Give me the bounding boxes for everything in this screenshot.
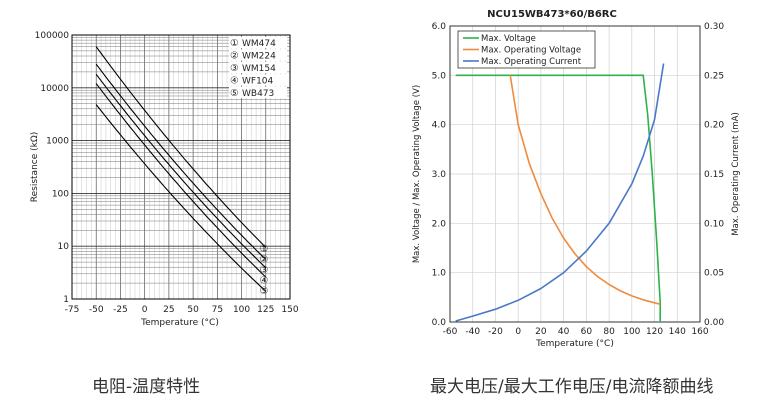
left-legend-marker: ④ <box>230 76 239 87</box>
left-y-axis-label: Resistance (kΩ) <box>30 132 40 202</box>
caption-resistance-temperature: 电阻-温度特性 <box>92 377 201 397</box>
left-legend-bg <box>229 87 287 98</box>
right-x-tick-label: 100 <box>623 327 640 337</box>
left-curve-end-marker: ① <box>260 244 269 255</box>
right-plot-frame <box>449 25 701 323</box>
left-legend-bg <box>229 49 287 61</box>
right-y2-tick-label: 0.20 <box>704 121 724 131</box>
right-x-tick-label: 40 <box>558 327 570 337</box>
right-x-tick-label: 0 <box>515 327 521 337</box>
right-x-tick-label: -40 <box>465 327 480 337</box>
left-x-tick-label: -50 <box>89 305 104 315</box>
right-tick-labels: -60 -40 -20 0 20 40 60 80 100 120 140 160 0.0 1.0 2.0 3… <box>432 22 725 337</box>
right-legend-box <box>457 30 596 69</box>
left-curve-end-marker: ③ <box>260 265 269 276</box>
right-x-axis-label: Temperature (°C) <box>535 339 614 349</box>
right-y2-axis-label: Max. Operating Current (mA) <box>731 112 741 236</box>
left-x-tick-label: 125 <box>257 305 274 315</box>
right-y2-tick-label: 0.15 <box>704 170 724 180</box>
left-grid <box>71 35 291 300</box>
left-x-tick-label: 50 <box>187 305 199 315</box>
right-y-tick-label: 1.0 <box>432 269 447 279</box>
left-x-tick-label: 0 <box>142 305 148 315</box>
right-x-tick-label: -20 <box>488 327 503 337</box>
right-x-tick-label: -60 <box>443 327 458 337</box>
right-series-line-max-operating-voltage <box>509 75 661 305</box>
left-x-tick-label: 75 <box>212 305 223 315</box>
right-x-tick-label: 80 <box>603 327 615 337</box>
right-y2-tick-label: 0.00 <box>704 318 724 328</box>
left-x-tick-label: -75 <box>65 305 80 315</box>
left-tick-labels: -75 -50 -25 0 25 50 75 100 125 150 100000 10000 1000… <box>35 31 299 315</box>
left-legend-bg <box>229 74 287 86</box>
right-y-tick-label: 2.0 <box>432 219 447 229</box>
right-y-tick-label: 0.0 <box>432 318 447 328</box>
left-x-tick-label: -25 <box>113 305 128 315</box>
right-x-tick-label: 160 <box>691 327 708 337</box>
left-legend-label: WM224 <box>242 52 276 62</box>
left-legend-bg <box>229 62 287 73</box>
left-curve-end-marker: ④ <box>260 276 269 287</box>
left-x-tick-label: 150 <box>281 305 298 315</box>
left-series <box>95 46 267 292</box>
left-y-tick-label: 10000 <box>40 84 69 94</box>
right-y2-tick-label: 0.10 <box>704 219 724 229</box>
left-x-tick-label: 100 <box>233 305 250 315</box>
right-y2-tick-label: 0.05 <box>704 269 724 279</box>
left-legend-marker: ① <box>230 38 239 49</box>
right-y-tick-label: 4.0 <box>432 121 447 131</box>
right-x-tick-label: 60 <box>581 327 593 337</box>
right-y-tick-label: 3.0 <box>432 170 447 180</box>
left-plot-frame <box>71 34 291 300</box>
left-curve-end-marker: ② <box>260 255 269 266</box>
left-legend-bg <box>229 37 287 48</box>
left-curve-end-marker: ⑤ <box>260 286 269 297</box>
right-x-tick-label: 20 <box>535 327 547 337</box>
right-chart-title: NCU15WB473*60/B6RC <box>487 9 617 20</box>
right-x-tick-label: 120 <box>646 327 663 337</box>
left-series-line-wf104 <box>95 83 267 278</box>
right-y2-tick-label: 0.30 <box>704 22 724 32</box>
left-legend-marker: ③ <box>230 63 239 74</box>
right-y-tick-label: 5.0 <box>432 71 447 81</box>
right-y-tick-label: 6.0 <box>432 22 447 32</box>
left-legend-label: WF104 <box>242 77 274 87</box>
left-legend-label: WB473 <box>242 89 274 99</box>
left-y-tick-label: 1 <box>63 295 69 305</box>
right-y-axis-label: Max. Voltage / Max. Operating Voltage (V… <box>412 85 422 263</box>
left-series-line-wb473 <box>95 104 267 292</box>
left-legend-label: WM474 <box>242 39 276 49</box>
caption-derating-curves: 最大电压/最大工作电压/电流降额曲线 <box>430 377 714 397</box>
left-y-tick-label: 1000 <box>46 137 69 147</box>
left-x-axis-label: Temperature (°C) <box>140 318 219 328</box>
right-series-line-max-voltage <box>455 74 661 322</box>
right-series-line-max-operating-current <box>455 63 665 322</box>
right-y2-tick-label: 0.25 <box>704 71 724 81</box>
left-series-line-wm224 <box>95 63 267 260</box>
right-legend-label: Max. Operating Voltage <box>481 46 581 56</box>
left-series-line-wm474 <box>95 46 267 248</box>
left-y-tick-label: 10 <box>58 242 70 252</box>
left-series-line-wm154 <box>95 73 267 269</box>
right-legend-label: Max. Voltage <box>481 34 536 44</box>
voltage-current-derating-chart: NCU15WB473*60/B6RC -60 -40 -20 0 20 40 60 80 100… <box>412 9 741 349</box>
right-x-tick-label: 140 <box>669 327 686 337</box>
left-legend-marker: ② <box>230 51 239 62</box>
left-legend-label: WM154 <box>242 64 276 74</box>
resistance-temperature-chart: -75 -50 -25 0 25 50 75 100 125 150 100000 10000 1000… <box>30 31 299 328</box>
left-legend-marker: ⑤ <box>230 88 239 99</box>
left-x-tick-label: 25 <box>163 305 174 315</box>
left-y-tick-label: 100 <box>52 189 69 199</box>
right-legend-label: Max. Operating Current <box>481 57 582 67</box>
left-y-tick-label: 100000 <box>35 31 70 41</box>
right-series <box>455 63 665 322</box>
